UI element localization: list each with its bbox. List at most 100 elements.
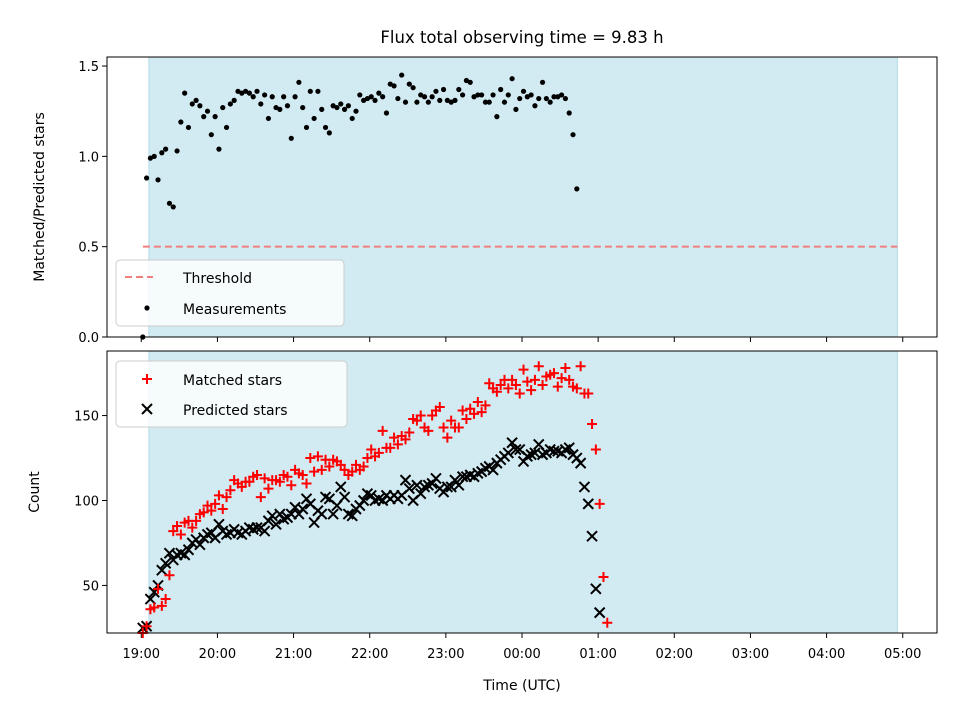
matched-point bbox=[427, 410, 438, 421]
matched-point bbox=[491, 386, 502, 397]
matched-point bbox=[415, 410, 426, 421]
matched-point bbox=[514, 388, 525, 399]
matched-point bbox=[160, 594, 171, 605]
predicted-point bbox=[502, 447, 515, 459]
x-tick-label: 04:00 bbox=[808, 647, 845, 662]
matched-point bbox=[282, 471, 293, 482]
y-tick-label: 0.0 bbox=[78, 331, 99, 346]
matched-point bbox=[141, 621, 152, 632]
matched-point bbox=[495, 379, 506, 390]
predicted-point bbox=[327, 508, 339, 520]
matched-point bbox=[198, 507, 209, 518]
measurement-point bbox=[475, 92, 481, 98]
measurement-point bbox=[467, 79, 473, 85]
legend-matched-label: Matched stars bbox=[183, 373, 282, 389]
measurement-point bbox=[517, 95, 523, 102]
matched-point bbox=[153, 583, 164, 594]
matched-point bbox=[309, 466, 320, 477]
predicted-point bbox=[316, 508, 328, 520]
predicted-point bbox=[399, 474, 412, 486]
matched-point bbox=[480, 400, 491, 411]
predicted-point bbox=[574, 457, 587, 469]
matched-point bbox=[510, 379, 521, 390]
x-tick-label: 05:00 bbox=[884, 647, 921, 662]
matched-point bbox=[312, 451, 323, 462]
measurement-point bbox=[410, 85, 416, 91]
measurement-point bbox=[513, 106, 519, 112]
measurement-point bbox=[250, 94, 256, 100]
measurement-point bbox=[532, 103, 538, 109]
matched-point bbox=[366, 444, 377, 455]
measurement-point bbox=[288, 135, 294, 141]
matched-point bbox=[598, 571, 609, 582]
legend-predicted-label: Predicted stars bbox=[183, 403, 288, 419]
x-tick-label: 02:00 bbox=[656, 647, 693, 662]
measurement-point bbox=[566, 110, 572, 116]
matched-point bbox=[518, 364, 529, 375]
measurement-point bbox=[223, 124, 230, 131]
measurement-point bbox=[551, 94, 557, 100]
measurement-point bbox=[197, 103, 203, 109]
matched-point bbox=[461, 413, 472, 424]
matched-point bbox=[221, 492, 232, 503]
predicted-point bbox=[357, 494, 370, 507]
y-axis-label: Matched/Predicted stars bbox=[32, 112, 48, 282]
matched-point bbox=[347, 466, 358, 477]
matched-point bbox=[168, 526, 179, 537]
measurement-point bbox=[319, 106, 325, 112]
matched-point bbox=[442, 432, 453, 443]
measurement-point bbox=[433, 88, 439, 94]
measurement-point bbox=[539, 79, 546, 85]
matched-point bbox=[392, 439, 403, 450]
legend-measurements-swatch bbox=[144, 305, 150, 311]
x-tick-label: 19:00 bbox=[123, 647, 160, 662]
matched-point bbox=[206, 505, 217, 516]
matched-point bbox=[590, 444, 601, 455]
measurement-point bbox=[368, 94, 374, 100]
matched-point bbox=[484, 378, 495, 389]
legend-predicted-swatch bbox=[141, 403, 153, 415]
measurement-point bbox=[494, 114, 500, 120]
measurement-point bbox=[456, 86, 462, 93]
measurement-point bbox=[440, 86, 447, 93]
matched-point bbox=[213, 490, 224, 501]
y-tick-label: 150 bbox=[74, 410, 99, 425]
measurement-point bbox=[562, 95, 569, 102]
matched-point bbox=[210, 498, 221, 509]
measurement-point bbox=[547, 99, 553, 105]
measurement-point bbox=[498, 86, 504, 93]
measurement-point bbox=[300, 104, 306, 111]
matched-point bbox=[351, 459, 361, 470]
y-tick-label: 100 bbox=[74, 494, 99, 509]
matched-point bbox=[244, 476, 255, 487]
predicted-point bbox=[213, 518, 225, 530]
matched-point bbox=[164, 570, 175, 581]
matched-point bbox=[297, 470, 308, 481]
measurement-point bbox=[265, 115, 272, 122]
matched-point bbox=[564, 374, 575, 385]
measurement-point bbox=[258, 101, 264, 107]
measurement-point bbox=[520, 88, 527, 94]
plot-frame bbox=[106, 56, 938, 338]
matched-point bbox=[358, 461, 369, 472]
y-tick-label: 1.5 bbox=[78, 60, 99, 75]
measurement-point bbox=[501, 99, 508, 105]
x-tick-label: 23:00 bbox=[427, 647, 464, 662]
measurement-point bbox=[338, 101, 344, 107]
matched-point bbox=[423, 425, 434, 436]
matched-point bbox=[583, 388, 594, 399]
measurement-point bbox=[421, 94, 428, 100]
matched-point bbox=[575, 361, 586, 372]
measurement-point bbox=[201, 114, 207, 120]
matched-point bbox=[446, 415, 457, 426]
predicted-point bbox=[593, 606, 606, 619]
predicted-point bbox=[335, 481, 347, 493]
predicted-point bbox=[251, 521, 263, 534]
measurement-point bbox=[315, 88, 321, 94]
matched-point bbox=[602, 617, 613, 628]
predicted-point bbox=[338, 491, 351, 503]
measurement-point bbox=[345, 103, 351, 109]
predicted-point bbox=[270, 518, 282, 530]
predicted-point bbox=[487, 464, 499, 476]
predicted-point bbox=[144, 593, 157, 605]
